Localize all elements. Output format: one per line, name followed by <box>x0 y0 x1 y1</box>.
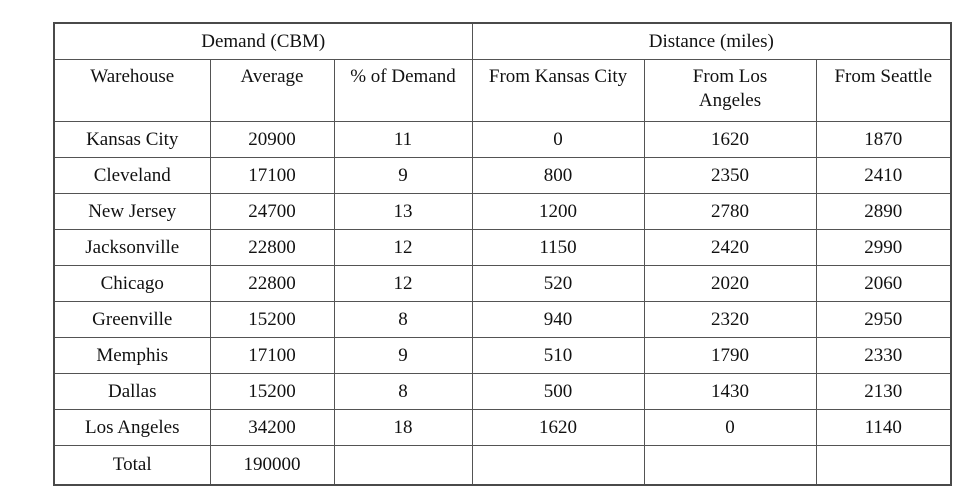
column-header-row: Warehouse Average % of Demand From Kansa… <box>53 59 952 122</box>
value-cell: 12 <box>333 265 473 302</box>
value-cell: 15200 <box>209 373 335 410</box>
value-cell: 520 <box>471 265 645 302</box>
value-cell: 2420 <box>643 229 817 266</box>
warehouse-name-cell: Memphis <box>53 337 211 374</box>
value-cell: 2410 <box>815 157 952 194</box>
value-cell: 800 <box>471 157 645 194</box>
total-label-cell: Total <box>53 445 211 486</box>
warehouse-name-cell: Cleveland <box>53 157 211 194</box>
column-group-demand: Demand (CBM) <box>53 22 473 60</box>
col-header-percent-of-demand: % of Demand <box>333 59 473 122</box>
value-cell: 20900 <box>209 121 335 158</box>
value-cell: 1870 <box>815 121 952 158</box>
value-cell: 0 <box>471 121 645 158</box>
value-cell: 17100 <box>209 157 335 194</box>
table-row: Cleveland 17100 9 800 2350 2410 <box>53 157 952 194</box>
col-header-warehouse: Warehouse <box>53 59 211 122</box>
value-cell: 2350 <box>643 157 817 194</box>
value-cell: 2020 <box>643 265 817 302</box>
table-row: New Jersey 24700 13 1200 2780 2890 <box>53 193 952 230</box>
value-cell: 1200 <box>471 193 645 230</box>
value-cell: 2890 <box>815 193 952 230</box>
value-cell: 2780 <box>643 193 817 230</box>
value-cell: 8 <box>333 373 473 410</box>
column-group-distance: Distance (miles) <box>471 22 952 60</box>
value-cell: 9 <box>333 337 473 374</box>
warehouse-name-cell: Chicago <box>53 265 211 302</box>
warehouse-name-cell: Greenville <box>53 301 211 338</box>
value-cell: 1620 <box>643 121 817 158</box>
value-cell: 190000 <box>209 445 335 486</box>
value-cell: 500 <box>471 373 645 410</box>
value-cell: 0 <box>643 409 817 446</box>
value-cell: 11 <box>333 121 473 158</box>
table-row: Jacksonville 22800 12 1150 2420 2990 <box>53 229 952 266</box>
column-group-row: Demand (CBM) Distance (miles) <box>53 22 952 60</box>
value-cell: 15200 <box>209 301 335 338</box>
warehouse-demand-distance-table: Demand (CBM) Distance (miles) Warehouse … <box>53 22 953 486</box>
table-row: Dallas 15200 8 500 1430 2130 <box>53 373 952 410</box>
value-cell: 510 <box>471 337 645 374</box>
value-cell: 17100 <box>209 337 335 374</box>
warehouse-name-cell: Jacksonville <box>53 229 211 266</box>
col-header-from-seattle: From Seattle <box>815 59 952 122</box>
value-cell: 1790 <box>643 337 817 374</box>
value-cell: 1620 <box>471 409 645 446</box>
value-cell <box>471 445 645 486</box>
value-cell: 8 <box>333 301 473 338</box>
col-header-from-los-angeles: From Los Angeles <box>643 59 817 122</box>
table-body: Kansas City 20900 11 0 1620 1870 Cleveland 1710… <box>53 121 952 486</box>
warehouse-name-cell: New Jersey <box>53 193 211 230</box>
table-row: Kansas City 20900 11 0 1620 1870 <box>53 121 952 158</box>
table-row: Chicago 22800 12 520 2020 2060 <box>53 265 952 302</box>
warehouse-name-cell: Kansas City <box>53 121 211 158</box>
value-cell: 18 <box>333 409 473 446</box>
table-row: Memphis 17100 9 510 1790 2330 <box>53 337 952 374</box>
value-cell: 22800 <box>209 265 335 302</box>
value-cell: 2320 <box>643 301 817 338</box>
value-cell: 12 <box>333 229 473 266</box>
table-row: Greenville 15200 8 940 2320 2950 <box>53 301 952 338</box>
value-cell: 2990 <box>815 229 952 266</box>
warehouse-name-cell: Los Angeles <box>53 409 211 446</box>
col-header-from-kansas-city: From Kansas City <box>471 59 645 122</box>
value-cell <box>643 445 817 486</box>
table-row: Los Angeles 34200 18 1620 0 1140 <box>53 409 952 446</box>
value-cell: 2950 <box>815 301 952 338</box>
value-cell: 1430 <box>643 373 817 410</box>
warehouse-name-cell: Dallas <box>53 373 211 410</box>
value-cell: 1140 <box>815 409 952 446</box>
value-cell: 1150 <box>471 229 645 266</box>
value-cell: 2130 <box>815 373 952 410</box>
value-cell: 34200 <box>209 409 335 446</box>
value-cell <box>333 445 473 486</box>
value-cell: 940 <box>471 301 645 338</box>
value-cell <box>815 445 952 486</box>
value-cell: 24700 <box>209 193 335 230</box>
value-cell: 9 <box>333 157 473 194</box>
value-cell: 2330 <box>815 337 952 374</box>
value-cell: 13 <box>333 193 473 230</box>
col-header-average: Average <box>209 59 335 122</box>
value-cell: 2060 <box>815 265 952 302</box>
total-row: Total 190000 <box>53 445 952 486</box>
value-cell: 22800 <box>209 229 335 266</box>
